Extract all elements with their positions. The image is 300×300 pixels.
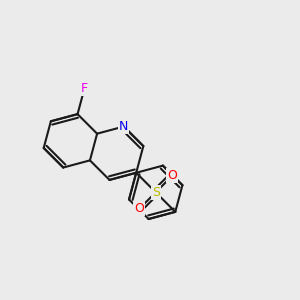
Text: O: O: [134, 202, 144, 215]
Text: S: S: [152, 186, 160, 199]
Text: N: N: [119, 120, 128, 133]
Text: O: O: [167, 169, 177, 182]
Text: F: F: [81, 82, 88, 95]
